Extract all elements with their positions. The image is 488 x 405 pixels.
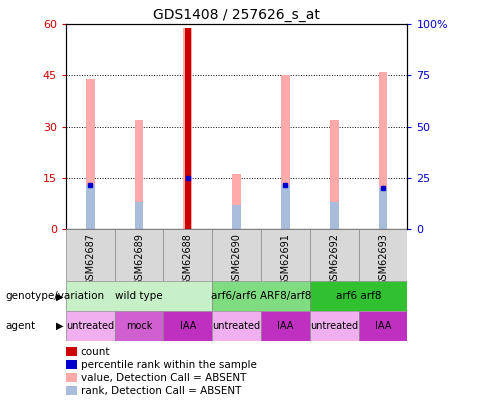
Bar bbox=[86, 79, 95, 229]
Bar bbox=[212, 311, 261, 341]
Bar bbox=[135, 202, 143, 229]
Text: GSM62688: GSM62688 bbox=[183, 233, 193, 286]
Text: agent: agent bbox=[5, 321, 35, 331]
Bar bbox=[183, 28, 192, 229]
Text: GSM62690: GSM62690 bbox=[232, 233, 242, 286]
Text: GSM62692: GSM62692 bbox=[329, 233, 339, 286]
Text: GSM62689: GSM62689 bbox=[134, 233, 144, 286]
Text: ▶: ▶ bbox=[56, 321, 63, 331]
Text: genotype/variation: genotype/variation bbox=[5, 292, 104, 301]
Text: IAA: IAA bbox=[277, 321, 294, 331]
Text: untreated: untreated bbox=[66, 321, 114, 331]
Text: wild type: wild type bbox=[115, 291, 163, 301]
Text: rank, Detection Call = ABSENT: rank, Detection Call = ABSENT bbox=[81, 386, 241, 396]
Bar bbox=[379, 72, 387, 229]
Bar bbox=[115, 229, 163, 281]
Text: GSM62687: GSM62687 bbox=[85, 233, 95, 286]
Bar bbox=[359, 311, 407, 341]
Text: IAA: IAA bbox=[375, 321, 391, 331]
Bar bbox=[135, 120, 143, 229]
Bar bbox=[261, 311, 310, 341]
Bar bbox=[212, 281, 310, 311]
Bar bbox=[232, 174, 241, 229]
Bar bbox=[163, 229, 212, 281]
Text: GSM62691: GSM62691 bbox=[281, 233, 290, 286]
Bar bbox=[379, 188, 387, 229]
Bar bbox=[330, 202, 339, 229]
Bar bbox=[115, 311, 163, 341]
Bar bbox=[281, 75, 290, 229]
Text: IAA: IAA bbox=[180, 321, 196, 331]
Bar bbox=[330, 120, 339, 229]
Bar bbox=[310, 311, 359, 341]
Bar bbox=[66, 311, 115, 341]
Text: arf6 arf8: arf6 arf8 bbox=[336, 291, 382, 301]
Bar bbox=[310, 281, 407, 311]
Bar bbox=[86, 185, 95, 229]
Bar bbox=[359, 229, 407, 281]
Text: percentile rank within the sample: percentile rank within the sample bbox=[81, 360, 256, 370]
Text: value, Detection Call = ABSENT: value, Detection Call = ABSENT bbox=[81, 373, 246, 383]
Text: GSM62693: GSM62693 bbox=[378, 233, 388, 286]
Bar bbox=[232, 205, 241, 229]
Bar bbox=[163, 311, 212, 341]
Bar bbox=[66, 281, 212, 311]
Bar bbox=[66, 229, 115, 281]
Text: count: count bbox=[81, 347, 110, 357]
Text: untreated: untreated bbox=[213, 321, 261, 331]
Bar bbox=[281, 185, 290, 229]
Title: GDS1408 / 257626_s_at: GDS1408 / 257626_s_at bbox=[153, 8, 320, 22]
Bar bbox=[185, 28, 191, 229]
Bar bbox=[261, 229, 310, 281]
Text: untreated: untreated bbox=[310, 321, 358, 331]
Text: ▶: ▶ bbox=[56, 292, 63, 301]
Bar bbox=[310, 229, 359, 281]
Text: mock: mock bbox=[126, 321, 152, 331]
Text: arf6/arf6 ARF8/arf8: arf6/arf6 ARF8/arf8 bbox=[211, 291, 311, 301]
Bar bbox=[212, 229, 261, 281]
